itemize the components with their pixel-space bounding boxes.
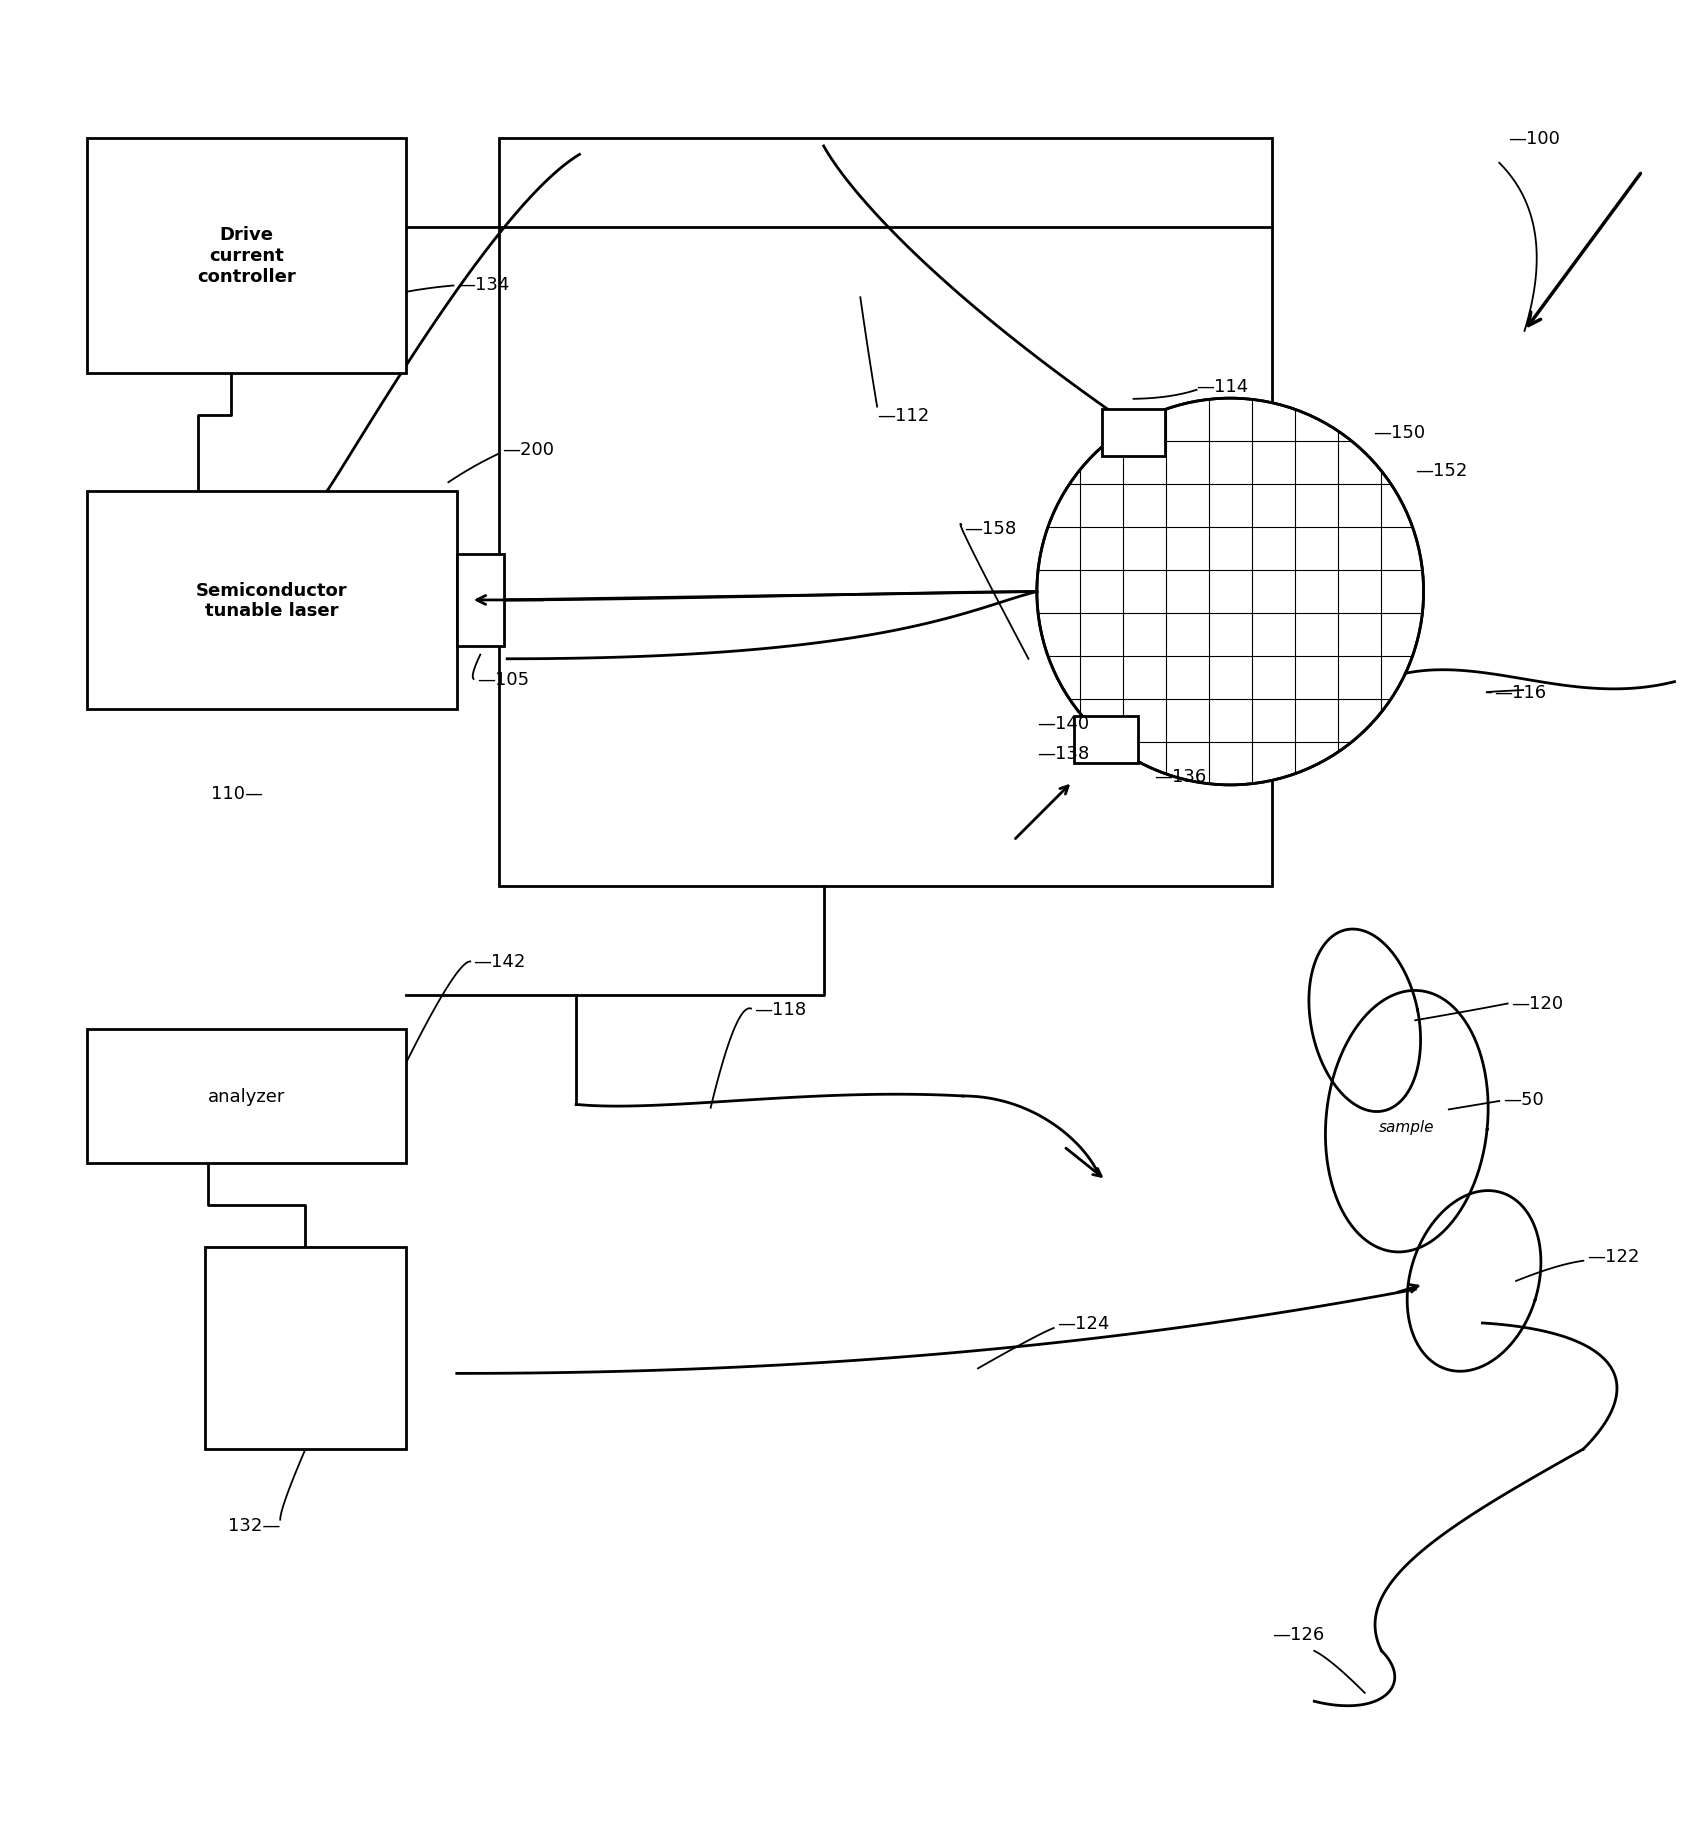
Text: —50: —50 [1503, 1090, 1544, 1108]
Bar [86, 492, 457, 709]
Bar [1075, 716, 1139, 764]
Text: —112: —112 [877, 407, 930, 425]
Text: —122: —122 [1587, 1247, 1640, 1265]
Bar [86, 1030, 407, 1163]
Text: 110—: 110— [211, 786, 263, 802]
Text: —136: —136 [1154, 767, 1206, 786]
Text: Semiconductor
tunable laser: Semiconductor tunable laser [196, 582, 348, 620]
Bar [204, 1247, 407, 1449]
Text: —158: —158 [965, 520, 1017, 538]
Text: —114: —114 [1196, 377, 1248, 396]
Bar [499, 139, 1272, 886]
Text: —100: —100 [1508, 129, 1559, 148]
Text: —152: —152 [1415, 463, 1468, 479]
Text: —140: —140 [1038, 715, 1090, 733]
Text: —200: —200 [503, 441, 553, 458]
Text: Drive
current
controller: Drive current controller [197, 226, 295, 286]
Text: —138: —138 [1038, 744, 1090, 762]
Text: —124: —124 [1058, 1314, 1110, 1333]
Text: —116: —116 [1495, 684, 1547, 702]
Text: 132—: 132— [228, 1517, 280, 1533]
Text: —150: —150 [1373, 423, 1426, 441]
Bar [457, 554, 504, 647]
Text: sample: sample [1378, 1119, 1434, 1134]
Text: analyzer: analyzer [208, 1087, 285, 1105]
Text: —142: —142 [474, 953, 526, 972]
Text: —134: —134 [457, 275, 509, 294]
Bar [86, 139, 407, 374]
Text: —120: —120 [1512, 995, 1564, 1014]
Text: —105: —105 [477, 671, 530, 689]
Circle shape [1038, 399, 1424, 786]
Text: —126: —126 [1272, 1624, 1324, 1643]
Text: —118: —118 [754, 1001, 806, 1017]
Bar [1102, 410, 1166, 458]
